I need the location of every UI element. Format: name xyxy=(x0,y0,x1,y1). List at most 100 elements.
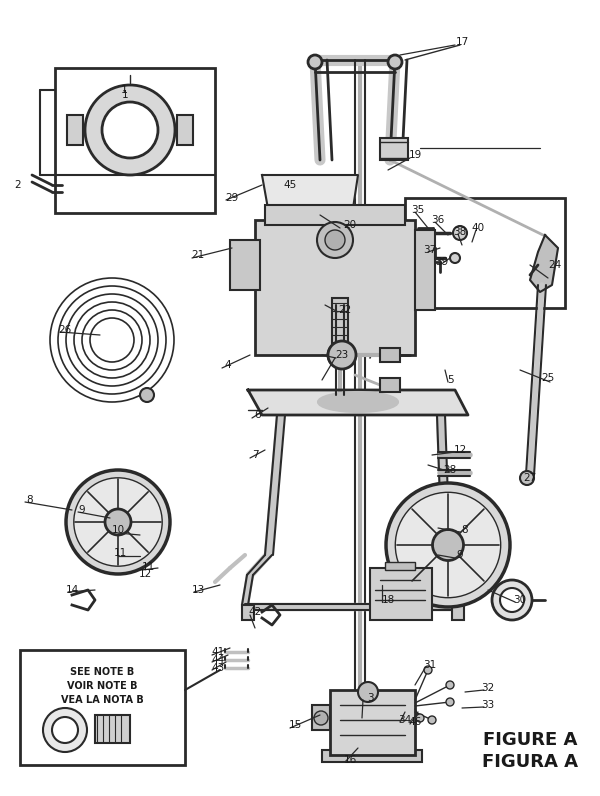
Text: 3: 3 xyxy=(367,693,373,703)
Circle shape xyxy=(328,341,356,369)
Bar xyxy=(330,690,415,755)
Bar xyxy=(230,240,260,290)
Text: 25: 25 xyxy=(541,373,554,383)
Polygon shape xyxy=(248,390,468,415)
Circle shape xyxy=(317,222,353,258)
Text: 14: 14 xyxy=(65,585,79,595)
Bar xyxy=(370,568,432,620)
Circle shape xyxy=(52,717,78,743)
Text: 23: 23 xyxy=(335,350,349,360)
Bar xyxy=(255,220,415,355)
Circle shape xyxy=(66,470,170,574)
Circle shape xyxy=(325,230,345,250)
Circle shape xyxy=(446,698,454,706)
Bar xyxy=(177,115,193,145)
Text: 7: 7 xyxy=(251,450,259,460)
Text: 5: 5 xyxy=(446,375,454,385)
Circle shape xyxy=(500,588,524,612)
Text: 30: 30 xyxy=(514,595,527,605)
Text: 33: 33 xyxy=(481,700,494,710)
Circle shape xyxy=(328,343,352,367)
Text: 26: 26 xyxy=(58,325,71,335)
Text: 11: 11 xyxy=(113,548,127,558)
Circle shape xyxy=(424,666,432,674)
Circle shape xyxy=(314,711,328,725)
Text: 12: 12 xyxy=(139,569,152,579)
Circle shape xyxy=(105,509,131,535)
Text: 10: 10 xyxy=(112,525,125,535)
Text: 24: 24 xyxy=(548,260,562,270)
Bar xyxy=(452,605,464,620)
Circle shape xyxy=(308,55,322,69)
Text: 35: 35 xyxy=(412,205,425,215)
Polygon shape xyxy=(262,175,358,220)
Text: 12: 12 xyxy=(454,445,467,455)
Text: 32: 32 xyxy=(481,683,494,693)
Text: 38: 38 xyxy=(454,227,467,237)
Text: 13: 13 xyxy=(191,585,205,595)
Text: 16: 16 xyxy=(343,755,356,765)
Bar xyxy=(55,68,215,213)
Bar xyxy=(380,378,400,392)
Text: FIGURE A: FIGURE A xyxy=(483,731,577,749)
Text: 31: 31 xyxy=(424,660,437,670)
Text: 20: 20 xyxy=(343,220,356,230)
Bar xyxy=(312,705,330,730)
Text: 42: 42 xyxy=(248,607,262,617)
Circle shape xyxy=(43,708,87,752)
Text: 44: 44 xyxy=(211,655,224,665)
Text: 4: 4 xyxy=(224,360,232,370)
Text: 18: 18 xyxy=(382,595,395,605)
Text: 46: 46 xyxy=(409,717,422,727)
Text: 2: 2 xyxy=(14,180,22,190)
Text: 41: 41 xyxy=(211,647,224,657)
Text: 8: 8 xyxy=(26,495,34,505)
Circle shape xyxy=(433,529,464,560)
Text: 34: 34 xyxy=(398,715,412,725)
Bar xyxy=(415,230,435,310)
Circle shape xyxy=(520,471,534,485)
Bar xyxy=(380,138,408,160)
Text: 1: 1 xyxy=(121,85,128,95)
Text: 17: 17 xyxy=(455,37,469,47)
Bar xyxy=(322,750,422,762)
Text: 15: 15 xyxy=(289,720,302,730)
Text: 6: 6 xyxy=(254,410,262,420)
Text: 37: 37 xyxy=(424,245,437,255)
Text: 43: 43 xyxy=(211,663,224,673)
Circle shape xyxy=(446,681,454,689)
Bar xyxy=(67,115,83,145)
Circle shape xyxy=(416,714,424,722)
Circle shape xyxy=(395,492,501,598)
Text: 8: 8 xyxy=(461,525,469,535)
Bar xyxy=(332,298,348,343)
Text: 29: 29 xyxy=(226,193,239,203)
Bar xyxy=(405,198,565,308)
Text: 28: 28 xyxy=(443,465,457,475)
Circle shape xyxy=(102,102,158,158)
Text: 27: 27 xyxy=(523,473,536,483)
Ellipse shape xyxy=(318,392,398,412)
Text: 45: 45 xyxy=(283,180,296,190)
Text: SEE NOTE B
VOIR NOTE B
VEA LA NOTA B: SEE NOTE B VOIR NOTE B VEA LA NOTA B xyxy=(61,667,143,705)
Circle shape xyxy=(428,716,436,724)
Circle shape xyxy=(388,55,402,69)
Circle shape xyxy=(453,226,467,240)
Text: 21: 21 xyxy=(191,250,205,260)
Bar xyxy=(265,205,405,225)
Bar xyxy=(20,650,185,765)
Circle shape xyxy=(74,478,162,566)
Circle shape xyxy=(358,682,378,702)
Bar xyxy=(385,562,415,570)
Text: 11: 11 xyxy=(142,562,155,572)
Bar xyxy=(242,605,254,620)
Circle shape xyxy=(85,85,175,175)
Text: 22: 22 xyxy=(338,305,352,315)
Text: 40: 40 xyxy=(472,223,485,233)
Circle shape xyxy=(386,483,510,607)
Text: 1: 1 xyxy=(122,90,128,100)
Text: FIGURA A: FIGURA A xyxy=(482,753,578,771)
Circle shape xyxy=(140,388,154,402)
Circle shape xyxy=(450,253,460,263)
Bar xyxy=(380,348,400,362)
